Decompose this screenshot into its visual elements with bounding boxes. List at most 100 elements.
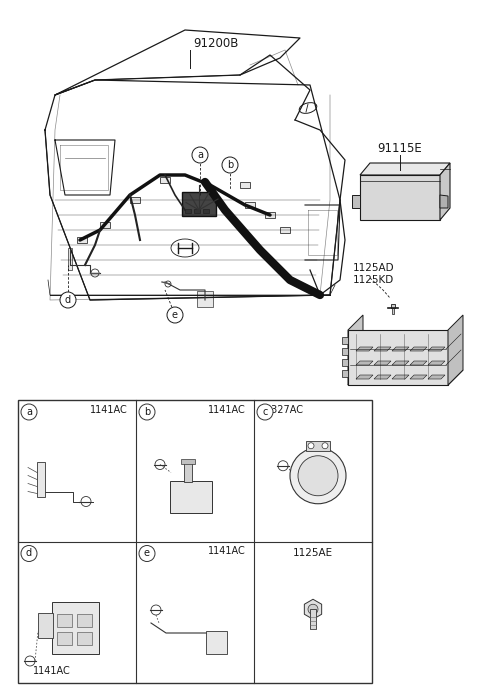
Bar [245,202,255,208]
Bar [37,462,45,497]
Text: 91115E: 91115E [378,142,422,155]
Text: 1125AE: 1125AE [293,549,333,558]
Text: e: e [144,549,150,558]
Bar [391,304,395,308]
Circle shape [167,307,183,323]
Polygon shape [356,361,373,365]
Polygon shape [428,361,445,365]
Circle shape [25,656,35,666]
Bar [360,175,440,220]
Polygon shape [348,315,363,385]
Polygon shape [410,375,427,379]
Bar [160,177,170,183]
Bar [77,614,92,627]
Text: 1125AD: 1125AD [353,263,395,273]
Polygon shape [392,347,409,351]
Circle shape [91,269,99,277]
Bar [57,614,72,627]
Circle shape [81,497,91,507]
Text: b: b [144,407,150,417]
Polygon shape [448,315,463,385]
Circle shape [151,605,161,615]
Bar [310,609,316,630]
Bar [194,209,200,213]
Circle shape [165,281,171,287]
FancyBboxPatch shape [205,630,227,654]
Circle shape [60,292,76,308]
Bar [342,337,348,344]
Text: 1327AC: 1327AC [266,405,304,415]
FancyBboxPatch shape [170,480,212,513]
Text: 1141AC: 1141AC [208,547,246,556]
Circle shape [290,448,346,504]
Text: b: b [227,160,233,170]
Bar [184,462,192,482]
Bar [100,222,110,228]
Polygon shape [356,375,373,379]
Circle shape [139,404,155,420]
Circle shape [139,545,155,562]
Bar [68,248,72,270]
Bar [38,613,53,638]
Bar [342,370,348,377]
Circle shape [322,443,328,448]
FancyBboxPatch shape [52,602,99,654]
Circle shape [278,461,288,471]
Polygon shape [356,347,373,351]
Polygon shape [348,370,463,385]
Circle shape [308,443,314,448]
Text: a: a [26,407,32,417]
Text: 91200B: 91200B [193,37,239,50]
Bar [392,308,394,314]
Bar [203,209,209,213]
Polygon shape [428,375,445,379]
Text: 1125KD: 1125KD [353,275,394,285]
Circle shape [192,147,208,163]
Bar [181,459,195,464]
Circle shape [155,460,165,469]
Circle shape [298,456,338,495]
Polygon shape [352,195,360,208]
Bar [280,227,290,233]
Circle shape [21,545,37,562]
Bar [77,632,92,645]
Text: 1141AC: 1141AC [208,405,246,415]
Text: 1141AC: 1141AC [90,405,128,415]
Bar [240,182,250,188]
Polygon shape [428,347,445,351]
Bar [57,632,72,645]
Polygon shape [374,347,391,351]
Bar [18,400,372,683]
Polygon shape [374,375,391,379]
Text: 1141AC: 1141AC [33,666,71,676]
Ellipse shape [171,239,199,257]
Polygon shape [440,195,448,208]
Polygon shape [392,375,409,379]
Polygon shape [392,361,409,365]
FancyBboxPatch shape [196,290,213,307]
Text: d: d [65,295,71,305]
Polygon shape [374,361,391,365]
Text: d: d [26,549,32,558]
Text: e: e [172,310,178,320]
Bar [342,348,348,355]
Bar [185,209,191,213]
Bar [342,359,348,366]
Bar [306,441,330,451]
Polygon shape [360,163,450,175]
Bar [130,197,140,203]
Bar [77,237,87,243]
Polygon shape [410,361,427,365]
FancyBboxPatch shape [182,192,216,216]
Circle shape [21,404,37,420]
Polygon shape [410,347,427,351]
Circle shape [308,604,318,614]
Text: c: c [262,407,268,417]
Polygon shape [440,163,450,220]
Polygon shape [348,330,448,385]
Text: a: a [197,150,203,160]
Bar [265,212,275,218]
Circle shape [222,157,238,173]
Circle shape [257,404,273,420]
Ellipse shape [299,103,317,113]
